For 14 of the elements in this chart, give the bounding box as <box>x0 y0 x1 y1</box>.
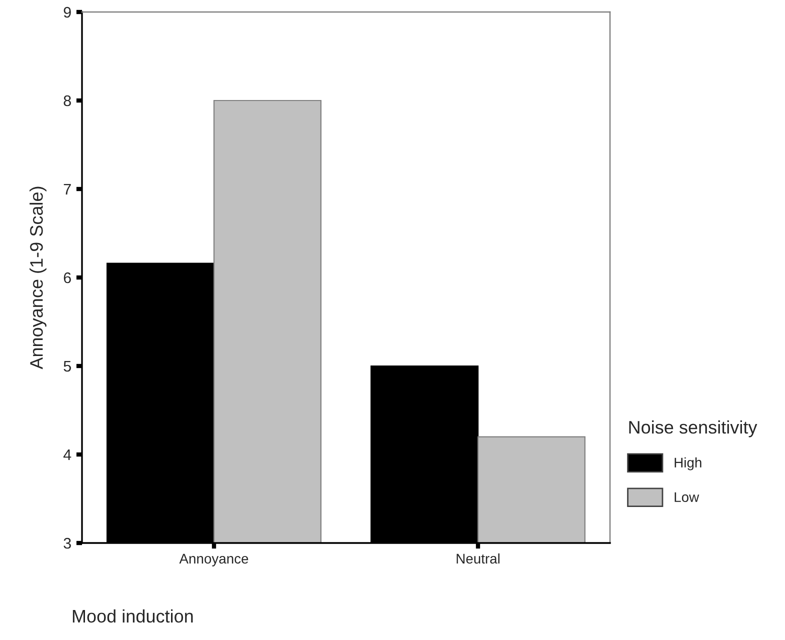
y-tick-label: 4 <box>63 450 72 460</box>
x-tick-label: Annoyance <box>179 554 248 566</box>
x-tick-label: Neutral <box>456 553 500 564</box>
y-tick-label: 9 <box>64 6 71 18</box>
x-axis-title: Mood induction <box>72 609 193 623</box>
y-tick-label: 7 <box>64 184 71 195</box>
legend-title: Noise sensitivity <box>629 420 758 438</box>
y-tick-label: 3 <box>64 538 71 549</box>
y-tick-label: 5 <box>64 361 71 372</box>
y-tick-label: 6 <box>64 272 71 284</box>
y-tick-label: 8 <box>64 95 71 106</box>
legend-label: High <box>674 457 702 470</box>
legend-label: Low <box>674 492 700 502</box>
y-axis-title: Annoyance (1-9 Scale) <box>30 186 46 370</box>
